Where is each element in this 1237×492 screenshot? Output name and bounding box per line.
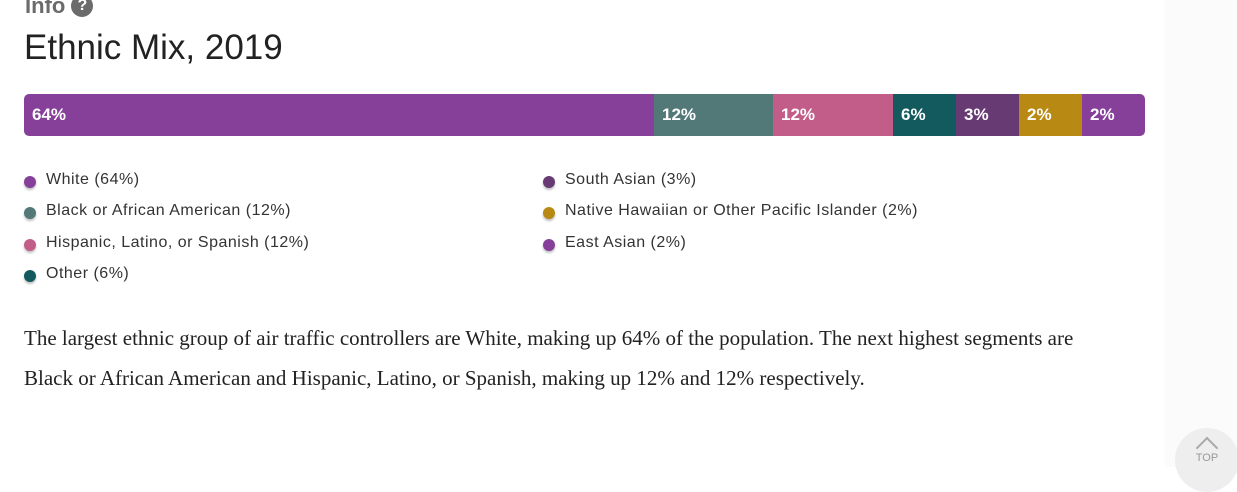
legend-col-1: White (64%) Black or African American (12… xyxy=(24,164,309,290)
bar-segment-south-asian[interactable]: 3% xyxy=(956,94,1019,136)
bar-segment-hispanic-latino-or-spanish[interactable]: 12% xyxy=(773,94,893,136)
legend-dot-icon xyxy=(24,175,36,188)
segment-label: 64% xyxy=(32,105,67,124)
chart-title: Ethnic Mix, 2019 xyxy=(24,28,283,67)
legend-item: Hispanic, Latino, or Spanish (12%) xyxy=(24,227,309,259)
bar-segment-native-hawaiian-or-other-pacific-islander[interactable]: 2% xyxy=(1019,94,1082,136)
page-margin xyxy=(1165,0,1237,467)
legend-dot-icon xyxy=(543,238,555,251)
legend-label: South Asian (3%) xyxy=(565,170,697,188)
legend-item: South Asian (3%) xyxy=(543,164,918,196)
legend-label: East Asian (2%) xyxy=(565,233,687,251)
info-label: Info xyxy=(25,0,66,18)
legend-item: Black or African American (12%) xyxy=(24,196,309,228)
segment-label: 12% xyxy=(781,105,816,124)
legend-label: White (64%) xyxy=(46,170,140,188)
legend-dot-icon xyxy=(543,175,555,188)
legend-item: Native Hawaiian or Other Pacific Islande… xyxy=(543,196,918,228)
bar-segment-other[interactable]: 6% xyxy=(893,94,956,136)
legend-dot-icon xyxy=(24,238,36,251)
legend-label: Black or African American (12%) xyxy=(46,202,291,220)
segment-label: 3% xyxy=(964,105,989,124)
legend-item: Other (6%) xyxy=(24,259,309,291)
segment-label: 2% xyxy=(1027,105,1052,124)
bar-segment-white[interactable]: 64% xyxy=(24,94,654,136)
stacked-bar: 64% 12% 12% 6% 3% 2% 2% xyxy=(24,94,1145,136)
legend-item: East Asian (2%) xyxy=(543,227,918,259)
legend-label: Native Hawaiian or Other Pacific Islande… xyxy=(565,202,918,220)
segment-label: 6% xyxy=(901,105,926,124)
legend-dot-icon xyxy=(24,270,36,283)
back-to-top-label: TOP xyxy=(1195,452,1219,464)
help-icon[interactable]: ? xyxy=(71,0,94,17)
back-to-top-button[interactable]: TOP xyxy=(1175,428,1237,492)
legend-label: Other (6%) xyxy=(46,265,130,283)
info-heading: Info? xyxy=(25,0,94,19)
legend-label: Hispanic, Latino, or Spanish (12%) xyxy=(46,233,310,251)
bar-segment-black-or-african-american[interactable]: 12% xyxy=(654,94,773,136)
segment-label: 12% xyxy=(662,105,697,124)
bar-segment-east-asian[interactable]: 2% xyxy=(1082,94,1145,136)
legend-item: White (64%) xyxy=(24,164,309,196)
legend-col-2: South Asian (3%) Native Hawaiian or Other… xyxy=(543,164,918,259)
description-text: The largest ethnic group of air traffic … xyxy=(24,326,1074,390)
legend-dot-icon xyxy=(543,207,555,220)
segment-label: 2% xyxy=(1090,105,1115,124)
legend-dot-icon xyxy=(24,207,36,220)
